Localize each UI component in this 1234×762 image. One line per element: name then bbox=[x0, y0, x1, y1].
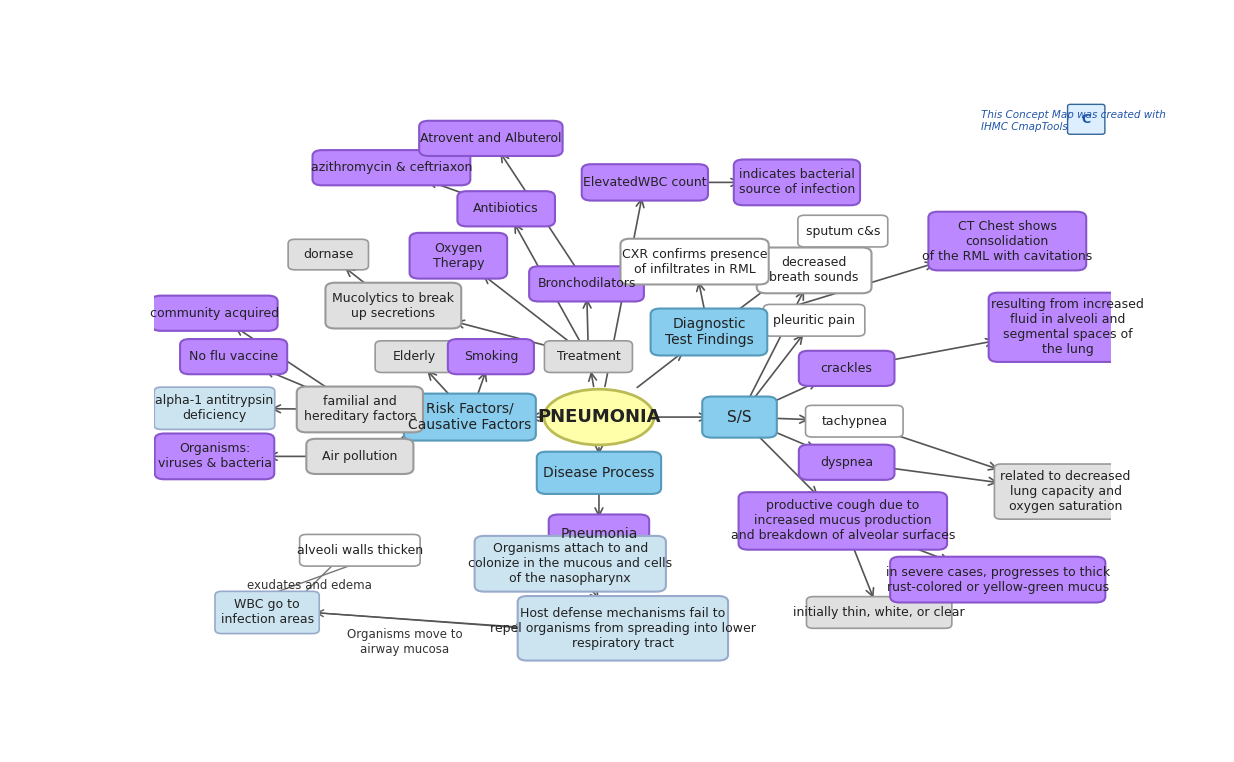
Text: No flu vaccine: No flu vaccine bbox=[189, 351, 278, 363]
Text: Disease Process: Disease Process bbox=[543, 466, 655, 480]
FancyBboxPatch shape bbox=[702, 396, 777, 437]
Text: WBC go to
infection areas: WBC go to infection areas bbox=[221, 598, 313, 626]
Text: dornase: dornase bbox=[304, 248, 353, 261]
Text: in severe cases, progresses to thick
rust-colored or yellow-green mucus: in severe cases, progresses to thick rus… bbox=[886, 565, 1109, 594]
FancyBboxPatch shape bbox=[448, 339, 534, 374]
FancyBboxPatch shape bbox=[215, 591, 320, 633]
FancyBboxPatch shape bbox=[420, 121, 563, 156]
Text: Risk Factors/
Causative Factors: Risk Factors/ Causative Factors bbox=[408, 402, 532, 432]
Text: Pneumonia: Pneumonia bbox=[560, 527, 638, 542]
Text: related to decreased
lung capacity and
oxygen saturation: related to decreased lung capacity and o… bbox=[1001, 470, 1130, 513]
Text: indicates bacterial
source of infection: indicates bacterial source of infection bbox=[739, 168, 855, 197]
Text: CT Chest shows
consolidation
of the RML with cavitations: CT Chest shows consolidation of the RML … bbox=[922, 219, 1092, 263]
Text: Mucolytics to break
up secretions: Mucolytics to break up secretions bbox=[332, 292, 454, 319]
Text: exudates and edema: exudates and edema bbox=[247, 579, 371, 592]
Text: resulting from increased
fluid in alveoli and
segmental spaces of
the lung: resulting from increased fluid in alveol… bbox=[991, 298, 1144, 357]
Text: CXR confirms presence
of infiltrates in RML: CXR confirms presence of infiltrates in … bbox=[622, 248, 768, 276]
FancyBboxPatch shape bbox=[739, 492, 946, 549]
FancyBboxPatch shape bbox=[288, 239, 369, 270]
Text: Oxygen
Therapy: Oxygen Therapy bbox=[433, 242, 484, 270]
FancyBboxPatch shape bbox=[798, 445, 895, 480]
Text: Antibiotics: Antibiotics bbox=[474, 202, 539, 216]
FancyBboxPatch shape bbox=[180, 339, 288, 374]
Text: tachypnea: tachypnea bbox=[822, 415, 887, 427]
FancyBboxPatch shape bbox=[549, 514, 649, 555]
FancyBboxPatch shape bbox=[764, 305, 865, 336]
Text: productive cough due to
increased mucus production
and breakdown of alveolar sur: productive cough due to increased mucus … bbox=[731, 499, 955, 543]
Text: initially thin, white, or clear: initially thin, white, or clear bbox=[793, 606, 965, 619]
Text: community acquired: community acquired bbox=[151, 307, 279, 320]
Text: Diagnostic
Test Findings: Diagnostic Test Findings bbox=[665, 317, 753, 347]
FancyBboxPatch shape bbox=[621, 239, 769, 284]
FancyBboxPatch shape bbox=[890, 557, 1106, 603]
FancyBboxPatch shape bbox=[154, 434, 274, 479]
Text: Bronchodilators: Bronchodilators bbox=[537, 277, 636, 290]
Text: decreased
breath sounds: decreased breath sounds bbox=[770, 256, 859, 284]
Text: pleuritic pain: pleuritic pain bbox=[774, 314, 855, 327]
Text: familial and
hereditary factors: familial and hereditary factors bbox=[304, 395, 416, 424]
Text: PNEUMONIA: PNEUMONIA bbox=[537, 408, 660, 426]
Ellipse shape bbox=[544, 389, 654, 445]
FancyBboxPatch shape bbox=[154, 387, 275, 430]
FancyBboxPatch shape bbox=[928, 212, 1086, 271]
FancyBboxPatch shape bbox=[300, 534, 420, 566]
FancyBboxPatch shape bbox=[404, 394, 536, 440]
Text: dyspnea: dyspnea bbox=[821, 456, 874, 469]
Text: alveoli walls thicken: alveoli walls thicken bbox=[297, 544, 423, 557]
Text: This Concept Map was created with
IHMC CmapTools: This Concept Map was created with IHMC C… bbox=[981, 110, 1166, 132]
FancyBboxPatch shape bbox=[306, 439, 413, 474]
FancyBboxPatch shape bbox=[326, 283, 462, 328]
FancyBboxPatch shape bbox=[529, 266, 644, 302]
Text: Organisms attach to and
colonize in the mucous and cells
of the nasopharynx: Organisms attach to and colonize in the … bbox=[468, 543, 673, 585]
FancyBboxPatch shape bbox=[798, 215, 887, 247]
FancyBboxPatch shape bbox=[995, 464, 1137, 519]
Text: Host defense mechanisms fail to
repel organisms from spreading into lower
respir: Host defense mechanisms fail to repel or… bbox=[490, 607, 755, 650]
Text: Atrovent and Albuterol: Atrovent and Albuterol bbox=[420, 132, 561, 145]
Text: C: C bbox=[1082, 113, 1091, 126]
Text: Elderly: Elderly bbox=[392, 351, 436, 363]
FancyBboxPatch shape bbox=[458, 191, 555, 226]
FancyBboxPatch shape bbox=[544, 341, 633, 373]
FancyBboxPatch shape bbox=[475, 536, 666, 591]
FancyBboxPatch shape bbox=[312, 150, 470, 185]
FancyBboxPatch shape bbox=[518, 596, 728, 661]
Text: sputum c&s: sputum c&s bbox=[806, 225, 880, 238]
Text: Organisms:
viruses & bacteria: Organisms: viruses & bacteria bbox=[158, 443, 271, 470]
FancyBboxPatch shape bbox=[756, 248, 871, 293]
Text: Treatment: Treatment bbox=[557, 351, 621, 363]
Text: Air pollution: Air pollution bbox=[322, 450, 397, 463]
FancyBboxPatch shape bbox=[807, 597, 951, 629]
FancyBboxPatch shape bbox=[152, 296, 278, 331]
FancyBboxPatch shape bbox=[296, 386, 423, 432]
Text: azithromycin & ceftriaxon: azithromycin & ceftriaxon bbox=[311, 162, 473, 174]
FancyBboxPatch shape bbox=[806, 405, 903, 437]
Text: ElevatedWBC count: ElevatedWBC count bbox=[582, 176, 707, 189]
FancyBboxPatch shape bbox=[581, 164, 708, 200]
Text: alpha-1 antitrypsin
deficiency: alpha-1 antitrypsin deficiency bbox=[155, 394, 274, 422]
Text: crackles: crackles bbox=[821, 362, 872, 375]
FancyBboxPatch shape bbox=[375, 341, 454, 373]
FancyBboxPatch shape bbox=[650, 309, 768, 355]
Text: Organisms move to
airway mucosa: Organisms move to airway mucosa bbox=[347, 628, 463, 656]
FancyBboxPatch shape bbox=[798, 351, 895, 386]
FancyBboxPatch shape bbox=[988, 293, 1146, 362]
FancyBboxPatch shape bbox=[734, 159, 860, 205]
FancyBboxPatch shape bbox=[1067, 104, 1104, 134]
FancyBboxPatch shape bbox=[537, 452, 661, 494]
Text: S/S: S/S bbox=[727, 410, 752, 424]
Text: Smoking: Smoking bbox=[464, 351, 518, 363]
FancyBboxPatch shape bbox=[410, 233, 507, 279]
